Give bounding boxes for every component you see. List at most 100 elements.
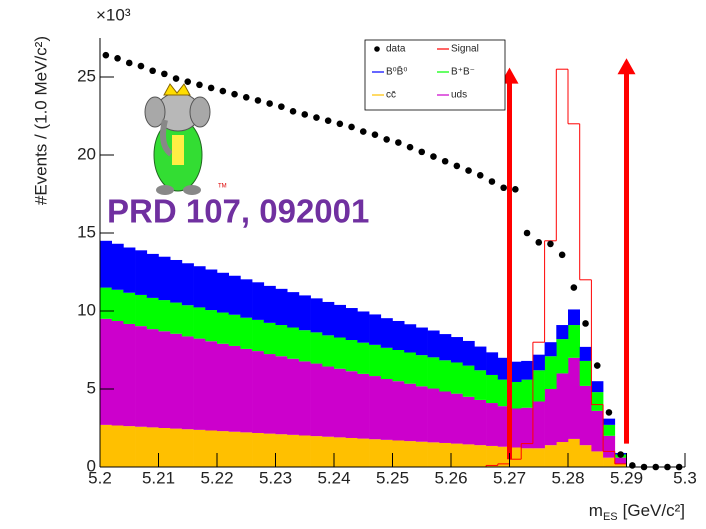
x-tick-label: 5.23 — [259, 468, 292, 487]
stack-segment — [357, 438, 370, 467]
stack-segment — [380, 347, 393, 380]
stack-segment — [170, 428, 183, 467]
stack-segment — [404, 441, 417, 467]
x-tick-label: 5.21 — [142, 468, 175, 487]
stack-segment — [369, 344, 382, 377]
stack-segment — [181, 305, 194, 337]
data-point — [149, 67, 156, 75]
stack-segment — [462, 340, 475, 366]
logo-foot — [156, 185, 174, 195]
stack-segment — [369, 314, 382, 345]
stack-segment — [404, 352, 417, 384]
stack-segment — [415, 386, 428, 442]
stack-segment — [521, 360, 534, 380]
stack-segment — [217, 312, 229, 344]
stack-segment — [544, 356, 557, 389]
stack-segment — [451, 362, 463, 394]
data-point — [231, 90, 238, 98]
stack-segment — [579, 385, 592, 446]
stack-segment — [252, 319, 265, 352]
data-point — [582, 320, 589, 327]
logo-ear — [189, 96, 211, 128]
stack-segment — [392, 350, 405, 382]
stack-segment — [439, 334, 452, 361]
data-point — [535, 239, 543, 246]
stack-segment — [497, 446, 510, 467]
stack-segment — [474, 445, 487, 467]
legend-label: uds — [451, 90, 467, 101]
stack-segment — [228, 314, 241, 346]
stack-segment — [298, 295, 311, 331]
stack-segment — [591, 392, 604, 411]
stack-segment — [568, 325, 580, 358]
stack-segment — [123, 247, 136, 293]
data-point — [242, 93, 250, 101]
stack-segment — [298, 435, 311, 467]
stack-segment — [345, 340, 358, 372]
stack-segment — [439, 442, 452, 467]
stack-segment — [100, 424, 112, 467]
stack-segment — [591, 410, 604, 452]
stack-segment — [556, 325, 569, 340]
stack-segment — [263, 285, 276, 323]
stack-segment — [146, 329, 159, 428]
stack-segment — [298, 330, 311, 362]
stack-segment — [100, 287, 112, 319]
y-tick-label: 0 — [87, 456, 96, 475]
stack-segment — [509, 361, 522, 382]
stack-segment — [217, 272, 229, 313]
stack-segment — [392, 381, 405, 441]
stack-segment — [298, 361, 311, 436]
stack-segment — [205, 310, 218, 342]
x-tick-label: 5.3 — [673, 468, 697, 487]
data-point — [301, 111, 309, 118]
data-point — [418, 148, 426, 156]
stack-segment — [404, 324, 417, 353]
stack-segment — [287, 292, 300, 328]
stack-segment — [579, 360, 592, 386]
plot-area — [100, 51, 685, 471]
data-point — [278, 103, 285, 110]
stack-segment — [170, 259, 183, 303]
stack-segment — [380, 439, 393, 467]
y-tick-label: 25 — [77, 66, 96, 85]
stack-segment — [532, 401, 545, 449]
stack-segment — [322, 436, 335, 467]
stack-segment — [111, 289, 124, 321]
stack-segment — [310, 436, 323, 467]
x-tick-label: 5.22 — [200, 468, 233, 487]
data-point — [605, 409, 613, 416]
x-tick-label: 5.28 — [551, 468, 584, 487]
stack-segment — [462, 396, 475, 445]
stack-segment — [544, 445, 557, 467]
stack-segment — [135, 326, 148, 427]
data-point — [125, 59, 133, 67]
stack-segment — [369, 439, 382, 467]
stack-segment — [474, 399, 487, 446]
stack-segment — [263, 433, 276, 467]
stack-segment — [509, 381, 522, 409]
arrow-head — [617, 58, 636, 75]
data-point — [184, 78, 192, 85]
stack-segment — [193, 429, 206, 467]
data-point — [266, 100, 273, 107]
y-multiplier: ×10³ — [96, 5, 131, 24]
data-point — [219, 87, 227, 95]
stack-segment — [521, 379, 534, 408]
stack-segment — [205, 430, 218, 467]
data-point — [476, 171, 484, 179]
y-tick-label: 15 — [77, 222, 96, 241]
stack-segment — [556, 339, 569, 374]
stack-segment — [275, 325, 288, 357]
annotation: PRD 107, 092001 — [107, 193, 369, 230]
stack-segment — [275, 356, 288, 435]
stack-segment — [146, 427, 159, 467]
legend-label: cc̄ — [386, 90, 396, 101]
data-point — [395, 139, 402, 146]
stack-segment — [181, 336, 194, 430]
stack-segment — [392, 320, 405, 350]
data-point — [348, 123, 355, 131]
stack-segment — [380, 318, 393, 348]
stack-segment — [334, 337, 346, 369]
stack-segment — [193, 338, 206, 430]
